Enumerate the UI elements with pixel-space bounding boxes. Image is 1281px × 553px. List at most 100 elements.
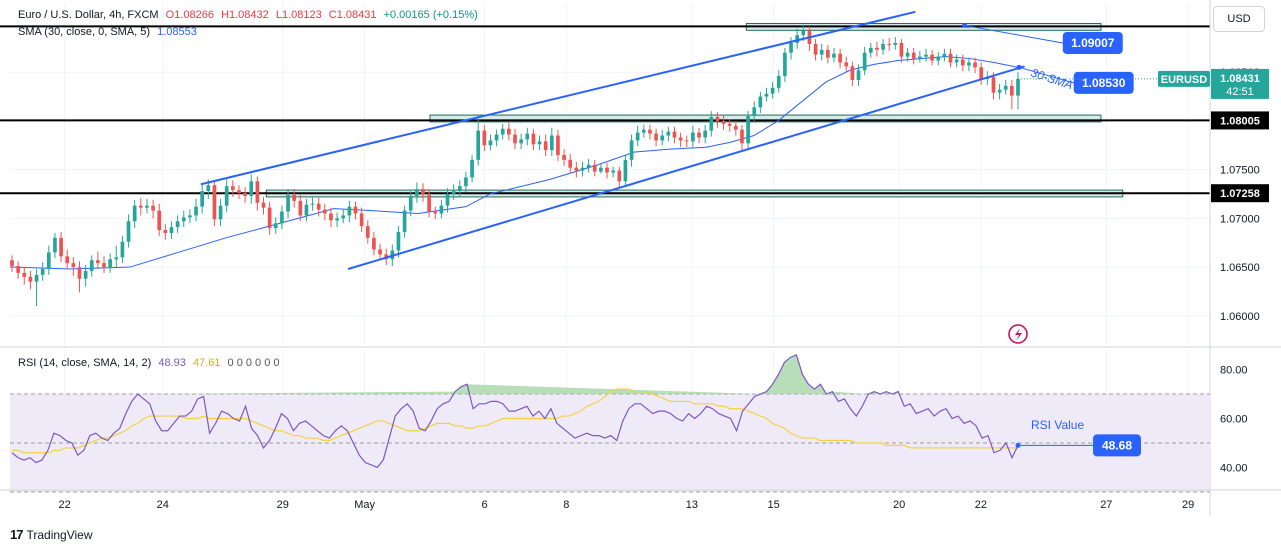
candle-body: [230, 186, 235, 191]
candle-body: [335, 218, 339, 221]
callout-090-bg: [1062, 31, 1123, 54]
candle-body: [421, 189, 425, 195]
candle-body: [997, 89, 1002, 93]
candle-body: [408, 195, 413, 211]
candle-body: [746, 116, 750, 144]
candle-body: [574, 167, 579, 171]
candle-body: [132, 205, 137, 222]
candle-body: [918, 56, 922, 59]
candle-body: [372, 237, 376, 250]
open-value: O1.08266: [165, 9, 214, 21]
candle-body: [697, 132, 701, 138]
channel-upper-line: [200, 10, 916, 186]
candle-body: [758, 96, 763, 108]
sma-legend: SMA (30, close, 0, SMA, 5) 1.08553: [18, 26, 201, 38]
candle-body: [292, 194, 297, 201]
low-value: L1.08123: [275, 9, 322, 21]
candle-body: [592, 164, 597, 172]
candle-body: [721, 120, 726, 124]
candle-body: [733, 125, 738, 130]
candle-body: [451, 191, 456, 194]
callout-085: 1.08530: [1082, 76, 1126, 90]
candle-body: [464, 177, 468, 187]
candle-body: [169, 227, 174, 233]
symbol-title[interactable]: Euro / U.S. Dollar, 4h, FXCM: [18, 9, 159, 21]
candle-body: [967, 62, 971, 66]
candle-body: [549, 135, 554, 151]
candle-body: [783, 52, 787, 77]
candle-body: [445, 193, 450, 206]
candle-body: [531, 133, 536, 145]
candle-body: [151, 205, 155, 211]
candle-body: [10, 260, 14, 267]
candle-body: [1003, 85, 1008, 90]
candle-body: [813, 43, 818, 55]
level-label: 1.07258: [1220, 188, 1260, 200]
candle-body: [89, 260, 94, 271]
candle-body: [691, 132, 695, 142]
candle-body: [359, 213, 364, 227]
currency-button[interactable]: USD: [1213, 6, 1265, 32]
anchor-dot: [962, 22, 968, 28]
candle-body: [654, 133, 658, 141]
rsi-label[interactable]: RSI (14, close, SMA, 14, 2): [18, 357, 152, 369]
candle-body: [881, 43, 885, 50]
candle-body: [629, 140, 634, 160]
candle-body: [930, 54, 934, 61]
price-tick-label: 1.07000: [1220, 213, 1260, 225]
candle-body: [323, 209, 327, 214]
candle-body: [844, 62, 849, 67]
candle-body: [960, 59, 965, 66]
candle-body: [470, 159, 474, 178]
time-tick-label: 6: [482, 499, 488, 511]
sma-label[interactable]: SMA (30, close, 0, SMA, 5): [18, 26, 151, 38]
candle-body: [218, 205, 223, 220]
candle-body: [415, 189, 419, 196]
candle-body: [648, 129, 652, 134]
candle-body: [954, 59, 959, 63]
sr-zone: [429, 114, 1102, 123]
candle-body: [329, 213, 333, 221]
candle-body: [936, 56, 941, 61]
time-tick-label: 22: [975, 499, 987, 511]
candle-body: [286, 194, 290, 212]
lightning-icon-bolt: [1015, 328, 1022, 341]
candle-body: [672, 131, 677, 138]
time-tick-label: 24: [157, 499, 169, 511]
candle-body: [525, 133, 530, 140]
candle-body: [427, 194, 431, 212]
candle-body: [77, 267, 82, 279]
rsi-legend: RSI (14, close, SMA, 14, 2) 48.93 47.61 …: [18, 357, 284, 369]
rsi-sma-value: 47.61: [192, 357, 221, 369]
tradingview-logo-icon: 17: [10, 527, 24, 542]
candle-body: [157, 210, 162, 231]
price-axis[interactable]: 1.060001.065001.070001.075001.080001.085…: [1158, 0, 1269, 515]
candle-body: [893, 42, 898, 45]
candle-body: [507, 128, 511, 135]
time-tick-label: 27: [1100, 499, 1112, 511]
candle-body: [868, 47, 873, 53]
candle-body: [120, 241, 125, 258]
candle-body: [513, 134, 517, 144]
close-value: C1.08431: [328, 9, 377, 21]
candle-body: [249, 181, 254, 196]
candle-body: [280, 211, 284, 224]
high-value: H1.08432: [221, 9, 269, 21]
support-resistance-zones: [265, 22, 1124, 198]
candle-body: [862, 52, 867, 71]
candle-body: [899, 42, 904, 57]
level-label-bg: [1211, 184, 1269, 203]
candle-body: [776, 76, 781, 88]
candle-body: [556, 135, 560, 156]
time-axis[interactable]: 22 24 29 May 6 8 13 15 20 22 27 29: [0, 489, 1281, 511]
tradingview-footer[interactable]: 17 TradingView: [10, 527, 93, 542]
candle-body: [138, 205, 143, 208]
candle-body: [500, 128, 505, 135]
candle-body: [709, 117, 714, 131]
candle-body: [660, 135, 665, 141]
candle-body: [71, 263, 76, 268]
candle-body: [365, 226, 370, 238]
candle-body: [727, 123, 732, 126]
candle-body: [580, 167, 585, 171]
